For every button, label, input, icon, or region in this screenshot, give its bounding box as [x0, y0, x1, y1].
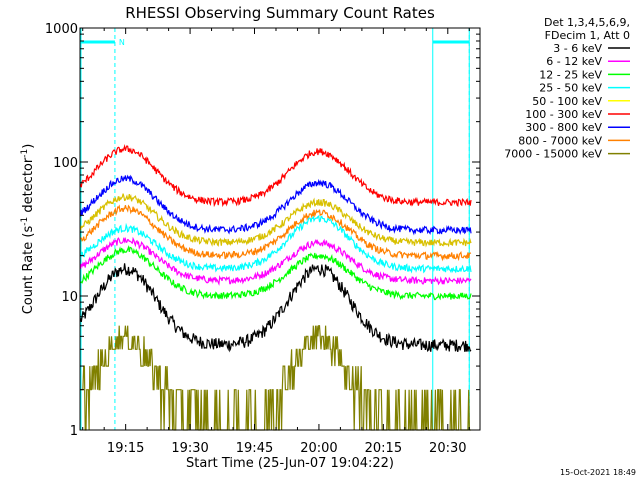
legend-label-7: 300 - 800 keV — [525, 121, 602, 134]
night-label: N — [119, 38, 125, 47]
series-line-3 — [80, 245, 472, 301]
legend-label-3: 12 - 25 keV — [539, 68, 602, 81]
series-line-7 — [80, 174, 472, 236]
axis-frame — [79, 27, 481, 431]
legend-header-line1: Det 1,3,4,5,6,9, — [544, 16, 630, 29]
y-tick-label: 10 — [61, 290, 78, 305]
y-axis-label-part2: detector — [21, 157, 36, 217]
y-tick-label: 100 — [53, 156, 78, 171]
legend-label-9: 7000 - 15000 keV — [504, 148, 602, 161]
y-axis-label: Count Rate (s-1 detector-1) — [20, 144, 36, 315]
x-axis-label: Start Time (25-Jun-07 19:04:22) — [186, 456, 394, 471]
x-tick-label: 20:00 — [300, 441, 337, 456]
x-tick-label: 20:30 — [429, 441, 466, 456]
legend-label-8: 800 - 7000 keV — [518, 134, 602, 147]
x-axis-ticks: 19:15 19:30 19:45 20:00 20:15 20:30 — [82, 28, 470, 456]
legend: Det 1,3,4,5,6,9, FDecim 1, Att 0 3 - 6 k… — [504, 16, 630, 161]
legend-label-4: 25 - 50 keV — [539, 82, 602, 95]
series-line-6 — [80, 144, 472, 208]
x-tick-label: 19:30 — [171, 441, 208, 456]
y-tick-label: 1000 — [45, 22, 78, 37]
footer-timestamp: 15-Oct-2021 18:49 — [560, 468, 636, 477]
x-tick-label: 19:45 — [236, 441, 273, 456]
series-line-1 — [80, 263, 472, 353]
y-axis-label-sup2: -1 — [20, 149, 30, 158]
legend-label-1: 3 - 6 keV — [553, 42, 602, 55]
y-axis-label-sup1: -1 — [20, 217, 30, 226]
data-series — [80, 144, 472, 431]
series-line-5 — [80, 193, 472, 248]
chart-title: RHESSI Observing Summary Count Rates — [125, 4, 435, 22]
plot-frame — [79, 27, 481, 431]
y-axis-label-part1: Count Rate (s — [21, 226, 36, 315]
series-line-4 — [80, 214, 472, 274]
legend-label-2: 6 - 12 keV — [546, 55, 602, 68]
series-line-2 — [80, 236, 472, 286]
legend-label-6: 100 - 300 keV — [525, 108, 602, 121]
y-axis-ticks: 1 10 100 1000 — [45, 22, 480, 439]
legend-label-5: 50 - 100 keV — [532, 95, 602, 108]
x-tick-label: 19:15 — [107, 441, 144, 456]
x-tick-label: 20:15 — [365, 441, 402, 456]
y-tick-label: 1 — [70, 424, 78, 439]
legend-header-line2: FDecim 1, Att 0 — [545, 29, 630, 42]
series-line-8 — [80, 204, 472, 262]
y-axis-label-part3: ) — [21, 144, 36, 149]
